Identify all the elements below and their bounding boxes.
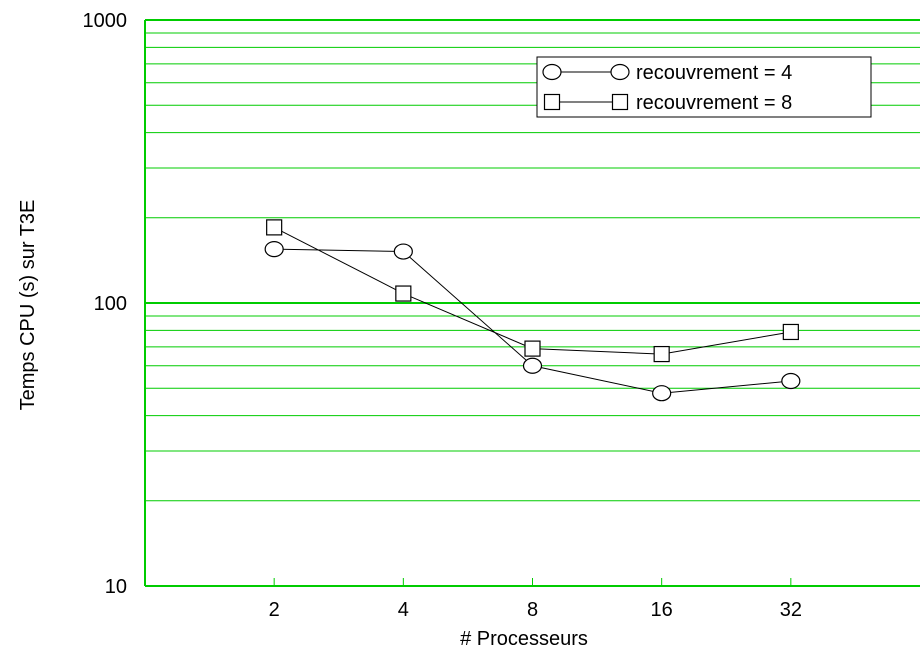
data-point [522, 357, 543, 374]
data-point [653, 345, 670, 363]
series-2 [266, 219, 799, 363]
y-tick-label: 100 [94, 293, 127, 315]
legend-marker [610, 63, 630, 81]
series [264, 219, 801, 402]
legend-marker [543, 93, 561, 111]
legend-marker [542, 63, 562, 81]
data-point [652, 385, 672, 402]
x-tick-label: 2 [269, 599, 280, 621]
legend: recouvrement = 4 recouvrement = 8 [536, 56, 872, 118]
legend-label: recouvrement = 4 [636, 62, 792, 84]
data-point [524, 340, 541, 357]
x-tick-label: 16 [651, 599, 673, 621]
y-tick-label: 10 [105, 576, 127, 598]
legend-item: recouvrement = 8 [543, 92, 792, 114]
series-1 [264, 241, 801, 402]
y-tick-label: 1000 [83, 10, 128, 32]
x-axis-label: # Processeurs [460, 628, 588, 650]
tick-labels: 2 4 8 16 32 10 100 1000 [83, 10, 802, 621]
data-point [264, 241, 284, 258]
x-tick-label: 4 [398, 599, 409, 621]
data-point [395, 285, 412, 302]
y-axis-label: Temps CPU (s) sur T3E [17, 200, 39, 411]
legend-marker [611, 93, 629, 111]
x-tick-label: 32 [780, 599, 802, 621]
data-point [393, 243, 413, 260]
series-line [273, 226, 791, 355]
legend-label: recouvrement = 8 [636, 92, 792, 114]
x-tick-label: 8 [527, 599, 538, 621]
axes [144, 20, 920, 587]
legend-item: recouvrement = 4 [542, 62, 792, 84]
legend-box [536, 56, 872, 118]
data-point [266, 219, 283, 236]
data-point [781, 372, 801, 390]
data-point [782, 323, 799, 341]
